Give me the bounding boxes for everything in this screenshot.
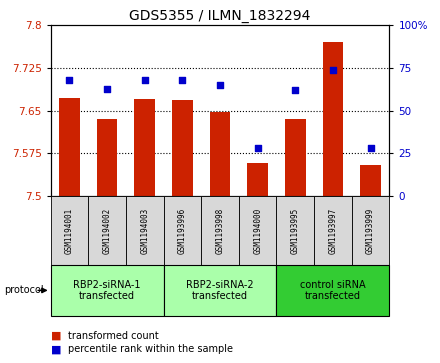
Bar <box>201 196 239 265</box>
Text: GSM1193997: GSM1193997 <box>328 207 337 254</box>
Point <box>292 87 299 93</box>
Bar <box>209 112 231 196</box>
Bar <box>239 196 276 265</box>
Text: GSM1193995: GSM1193995 <box>291 207 300 254</box>
Text: GSM1194001: GSM1194001 <box>65 207 74 254</box>
Bar <box>285 119 306 196</box>
Bar <box>51 265 164 316</box>
Bar <box>172 101 193 196</box>
Text: GSM1194002: GSM1194002 <box>103 207 112 254</box>
Bar <box>51 196 88 265</box>
Bar <box>323 42 343 196</box>
Bar <box>276 265 389 316</box>
Point <box>330 67 337 73</box>
Text: GSM1194000: GSM1194000 <box>253 207 262 254</box>
Point <box>254 145 261 151</box>
Bar <box>59 98 80 196</box>
Bar <box>88 196 126 265</box>
Bar <box>360 165 381 196</box>
Point <box>103 86 110 91</box>
Text: transformed count: transformed count <box>68 331 159 341</box>
Text: GSM1193998: GSM1193998 <box>216 207 224 254</box>
Text: GSM1193999: GSM1193999 <box>366 207 375 254</box>
Text: RBP2-siRNA-2
transfected: RBP2-siRNA-2 transfected <box>186 280 254 301</box>
Text: ■: ■ <box>51 344 61 354</box>
Text: RBP2-siRNA-1
transfected: RBP2-siRNA-1 transfected <box>73 280 141 301</box>
Title: GDS5355 / ILMN_1832294: GDS5355 / ILMN_1832294 <box>129 9 311 23</box>
Text: GSM1193996: GSM1193996 <box>178 207 187 254</box>
Point <box>66 77 73 83</box>
Text: ■: ■ <box>51 331 61 341</box>
Text: protocol: protocol <box>4 285 44 295</box>
Bar <box>164 196 201 265</box>
Point <box>179 77 186 83</box>
Text: percentile rank within the sample: percentile rank within the sample <box>68 344 233 354</box>
Point <box>216 82 224 88</box>
Bar <box>97 119 117 196</box>
Bar <box>126 196 164 265</box>
Text: control siRNA
transfected: control siRNA transfected <box>300 280 366 301</box>
Point <box>141 77 148 83</box>
Bar <box>247 163 268 196</box>
Bar <box>134 99 155 196</box>
Text: GSM1194003: GSM1194003 <box>140 207 149 254</box>
Bar <box>352 196 389 265</box>
Bar <box>164 265 276 316</box>
Bar <box>276 196 314 265</box>
Point <box>367 145 374 151</box>
Bar <box>314 196 352 265</box>
